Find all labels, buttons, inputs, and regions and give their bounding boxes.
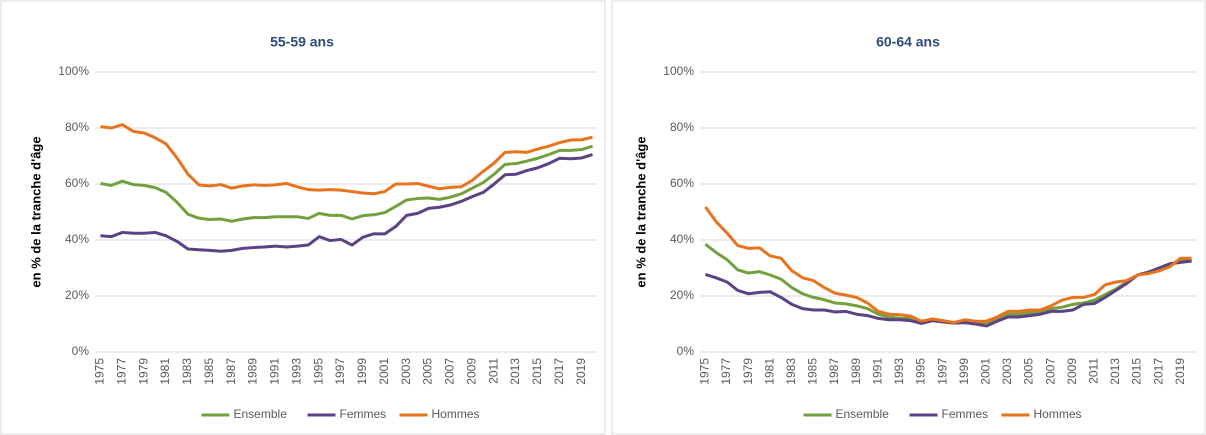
chart-title: 60-64 ans [876,34,940,50]
x-tick-label: 1983 [784,358,798,385]
legend-label: Ensemble [836,407,890,421]
x-tick-label: 1991 [870,358,884,385]
x-tick-label: 1985 [202,358,216,385]
x-tick-label: 1991 [268,358,282,385]
series-line [100,153,593,253]
y-tick-label: 20% [670,288,694,302]
series-line [100,144,593,223]
x-tick-label: 1989 [849,358,863,385]
y-tick-label: 0% [677,344,695,358]
x-tick-label: 1997 [333,358,347,385]
x-tick-label: 2015 [530,358,544,385]
x-tick-label: 2017 [1151,358,1165,385]
x-tick-label: 1989 [246,358,260,385]
x-tick-label: 1983 [180,358,194,385]
legend-label: Femmes [942,407,989,421]
x-tick-label: 2009 [1065,358,1079,385]
chart-title: 55-59 ans [270,34,334,50]
y-tick-label: 80% [65,120,89,134]
x-tick-label: 2009 [464,358,478,385]
x-tick-label: 1975 [93,358,107,385]
x-tick-label: 1987 [827,358,841,385]
legend-label: Femmes [340,407,387,421]
y-tick-label: 40% [65,232,89,246]
legend-label: Ensemble [234,407,288,421]
y-tick-label: 60% [670,176,694,190]
y-tick-label: 60% [65,176,89,190]
series-line [704,206,1192,325]
x-tick-label: 1997 [935,358,949,385]
x-tick-label: 1999 [355,358,369,385]
x-tick-label: 1995 [914,358,928,385]
y-axis-label: en % de la tranche d'âge [633,136,648,287]
series-line [100,123,593,196]
y-axis-label: en % de la tranche d'âge [28,136,43,287]
x-tick-label: 1995 [311,358,325,385]
x-tick-label: 1981 [158,358,172,385]
legend-label: Hommes [432,407,480,421]
x-tick-label: 1993 [289,358,303,385]
y-tick-label: 100% [58,64,89,78]
x-tick-label: 2017 [552,358,566,385]
x-tick-label: 2007 [1043,358,1057,385]
x-tick-label: 1975 [698,358,712,385]
x-tick-label: 2011 [486,358,500,384]
x-tick-label: 2003 [399,358,413,385]
x-tick-label: 1977 [115,358,129,385]
x-tick-label: 1985 [806,358,820,385]
x-tick-label: 1977 [719,358,733,385]
x-tick-label: 1987 [224,358,238,385]
x-tick-label: 2001 [978,358,992,385]
legend-label: Hommes [1034,407,1082,421]
x-tick-label: 2005 [1022,358,1036,385]
y-tick-label: 0% [72,344,90,358]
x-tick-label: 1979 [136,358,150,385]
x-tick-label: 1981 [762,358,776,385]
x-tick-label: 2005 [421,358,435,385]
y-tick-label: 20% [65,288,89,302]
x-tick-label: 2019 [574,358,588,385]
x-tick-label: 2015 [1130,358,1144,385]
x-tick-label: 2007 [443,358,457,385]
x-tick-label: 2013 [1108,358,1122,385]
y-tick-label: 100% [663,64,694,78]
x-tick-label: 1979 [741,358,755,385]
y-tick-label: 40% [670,232,694,246]
y-tick-label: 80% [670,120,694,134]
x-tick-label: 1993 [892,358,906,385]
x-tick-label: 2011 [1087,358,1101,384]
x-tick-label: 2019 [1173,358,1187,385]
x-tick-label: 2003 [1000,358,1014,385]
panel-frame [611,0,1206,435]
x-tick-label: 2013 [508,358,522,385]
x-tick-label: 1999 [957,358,971,385]
x-tick-label: 2001 [377,358,391,385]
